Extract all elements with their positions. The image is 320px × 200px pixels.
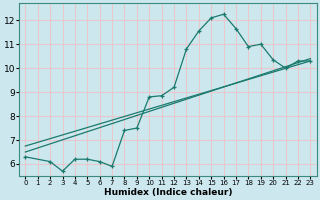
X-axis label: Humidex (Indice chaleur): Humidex (Indice chaleur) (104, 188, 232, 197)
